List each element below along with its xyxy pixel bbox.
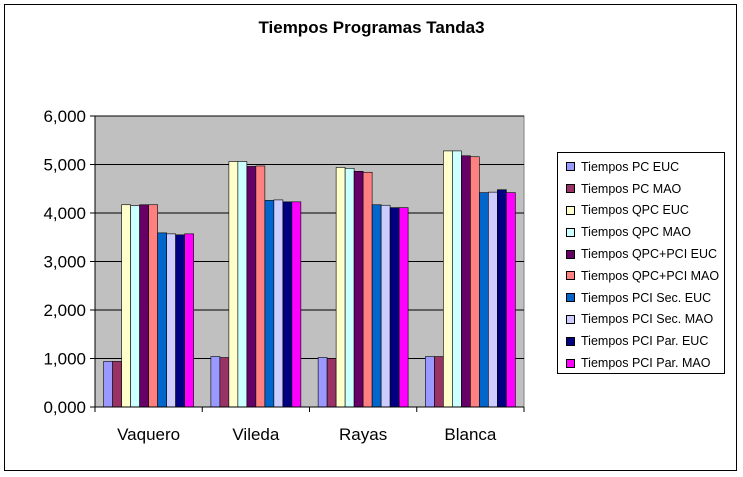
y-tick-label: 3,000: [43, 253, 86, 272]
bar: [443, 150, 453, 408]
y-tick-label: 4,000: [43, 204, 86, 223]
bar: [255, 165, 266, 408]
legend-label: Tiempos PC EUC: [581, 159, 680, 174]
bar: [317, 357, 328, 408]
bar: [389, 207, 400, 408]
bar: [398, 207, 409, 408]
x-tick-label: Rayas: [339, 425, 387, 444]
bar: [506, 192, 516, 408]
bar: [461, 155, 471, 408]
bar: [273, 199, 284, 408]
bar: [121, 204, 131, 408]
bar: [210, 356, 221, 408]
legend-label: Tiempos PCI Par. MAO: [581, 356, 711, 371]
bar: [148, 204, 158, 408]
bar: [246, 166, 257, 408]
y-tick-label: 2,000: [43, 301, 86, 320]
y-tick-label: 5,000: [43, 156, 86, 175]
x-tick-label: Vaquero: [117, 425, 180, 444]
legend-item: Tiempos PC MAO: [566, 178, 724, 200]
legend-label: Tiempos QPC EUC: [581, 203, 689, 218]
legend-item: Tiempos PCI Sec. MAO: [566, 309, 724, 331]
bar: [479, 192, 489, 408]
bar: [219, 357, 230, 408]
bar: [335, 167, 346, 408]
bar: [497, 189, 507, 408]
bar: [470, 156, 480, 408]
x-tick-label: Vileda: [232, 425, 279, 444]
bar: [184, 233, 194, 408]
legend-swatch: [566, 293, 575, 303]
bar: [326, 358, 337, 408]
bar: [353, 170, 364, 408]
bar: [488, 191, 498, 408]
bar: [112, 361, 122, 408]
bar: [362, 171, 373, 408]
legend-swatch: [566, 184, 575, 194]
legend-swatch: [566, 249, 575, 259]
legend-swatch: [566, 314, 575, 324]
x-tick-label: Blanca: [444, 425, 497, 444]
legend-label: Tiempos PC MAO: [581, 181, 682, 196]
legend-swatch: [566, 336, 575, 346]
legend-item: Tiempos QPC EUC: [566, 200, 724, 222]
legend-label: Tiempos QPC MAO: [581, 225, 691, 240]
bar: [130, 205, 140, 408]
legend-swatch: [566, 358, 575, 368]
bar: [291, 201, 302, 408]
y-tick-label: 0,000: [43, 398, 86, 417]
legend-item: Tiempos PCI Par. MAO: [566, 352, 724, 374]
legend-label: Tiempos QPC+PCI MAO: [581, 268, 720, 283]
legend-swatch: [566, 205, 575, 215]
legend-item: Tiempos QPC+PCI EUC: [566, 243, 724, 265]
legend-item: Tiempos PCI Par. EUC: [566, 330, 724, 352]
bar: [452, 150, 462, 408]
legend-item: Tiempos PCI Sec. EUC: [566, 287, 724, 309]
bar: [380, 204, 391, 408]
legend-item: Tiempos QPC MAO: [566, 221, 724, 243]
legend-label: Tiempos QPC+PCI EUC: [581, 247, 718, 262]
bar: [434, 356, 444, 408]
legend-item: Tiempos PC EUC: [566, 156, 724, 178]
bar: [344, 168, 355, 408]
bar: [103, 361, 113, 408]
chart-title: Tiempos Programas Tanda3: [258, 18, 485, 37]
legend-label: Tiempos PCI Par. EUC: [581, 334, 709, 349]
legend-swatch: [566, 271, 575, 281]
y-tick-label: 1,000: [43, 350, 86, 369]
bar: [371, 204, 382, 408]
bar: [237, 161, 248, 408]
bar: [166, 233, 176, 408]
bar: [157, 232, 167, 408]
legend-item: Tiempos QPC+PCI MAO: [566, 265, 724, 287]
bar: [175, 234, 185, 408]
chart-legend: Tiempos PC EUC Tiempos PC MAO Tiempos QPC …: [557, 152, 725, 374]
bar: [264, 200, 275, 408]
bar: [282, 201, 293, 408]
legend-label: Tiempos PCI Sec. EUC: [581, 290, 712, 305]
bar: [228, 161, 239, 408]
legend-swatch: [566, 227, 575, 237]
bar: [425, 356, 435, 408]
y-tick-label: 6,000: [43, 107, 86, 126]
bar: [139, 204, 149, 408]
legend-swatch: [566, 162, 575, 172]
legend-label: Tiempos PCI Sec. MAO: [581, 312, 714, 327]
